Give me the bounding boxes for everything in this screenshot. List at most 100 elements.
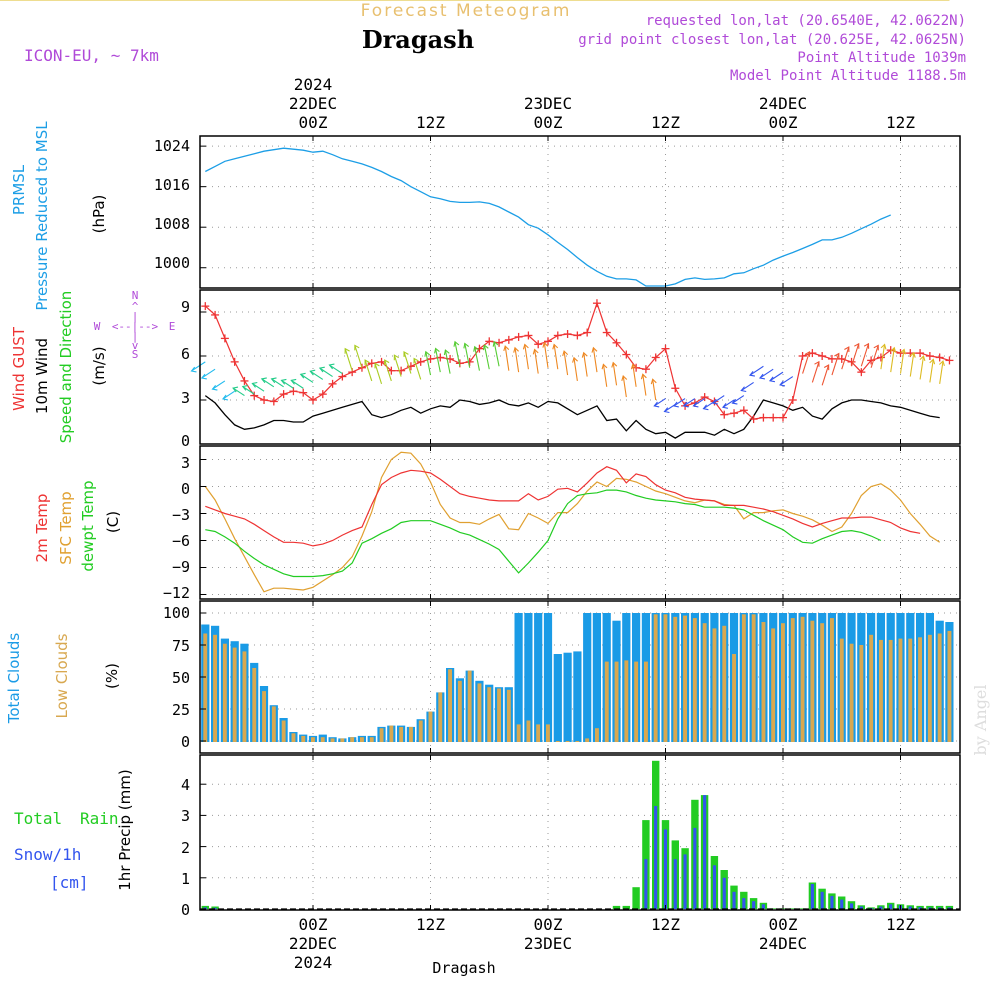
wind-arrow-shaft <box>899 349 905 374</box>
wind-arrow-head <box>552 343 559 350</box>
bottom-time-label: 00Z <box>534 915 563 934</box>
wind-direction-arrow <box>572 356 578 382</box>
wind-direction-arrow <box>374 362 383 385</box>
wind-arrow-head <box>880 343 887 350</box>
wind-direction-arrow <box>939 360 945 384</box>
gust-marker <box>720 410 729 419</box>
low-cloud-bar <box>751 614 756 742</box>
low-cloud-bar <box>663 614 668 742</box>
gust-marker <box>818 352 827 360</box>
wind-tick: 9 <box>181 298 190 316</box>
wind-arrow-head <box>424 350 431 357</box>
compass-north: N <box>132 289 139 302</box>
requested-coords: requested lon,lat (20.6540E, 42.0622N) <box>646 13 966 29</box>
gust-marker <box>416 357 425 366</box>
wind-arrow-shaft <box>464 343 471 368</box>
wind-arrow-shaft <box>890 347 895 373</box>
low-cloud-bar <box>555 741 560 742</box>
low-cloud-bar <box>565 741 570 742</box>
wind-arrow-head <box>863 342 870 349</box>
wind-arrow-shaft <box>693 398 705 407</box>
wind-direction-arrow <box>393 354 402 377</box>
wind-arrow-head <box>482 344 489 351</box>
pressure-unit: (hPa) <box>90 195 108 234</box>
gust-marker <box>779 413 787 422</box>
pressure-tick: 1016 <box>154 176 190 194</box>
snow-bar <box>850 903 854 909</box>
snow-bar <box>213 907 217 909</box>
wind-arrow-shaft <box>493 341 500 367</box>
wind-arrow-head <box>270 377 277 384</box>
low-cloud-bar <box>614 661 619 742</box>
low-cloud-bar <box>477 683 482 742</box>
low-cloud-bar <box>291 733 296 742</box>
compass-south: S <box>132 348 139 361</box>
gust-marker <box>886 346 895 355</box>
snow-bar <box>879 906 883 909</box>
wind-direction-arrow <box>413 357 422 380</box>
precip-tick: 3 <box>181 807 190 825</box>
gust-marker <box>328 379 337 388</box>
precip-tick: 0 <box>181 901 190 919</box>
wind-arrow-head <box>702 404 709 411</box>
snow-bar <box>752 901 756 909</box>
wind-direction-arrow <box>601 363 608 387</box>
wind-arrow-shaft <box>329 364 343 375</box>
snow-bar <box>859 906 863 909</box>
low-cloud-bar <box>761 622 766 742</box>
wind-direction-arrow <box>232 386 245 397</box>
top-time-label: 23DEC <box>524 94 572 113</box>
wind-direction-arrow <box>811 360 820 383</box>
low-cloud-bar <box>859 645 864 742</box>
low-cloud-bar <box>428 711 433 742</box>
wind-arrow-head <box>834 352 840 359</box>
temp-tick: −9 <box>172 558 190 576</box>
wind-arrow-shaft <box>592 347 598 373</box>
gust-marker <box>798 352 807 360</box>
temp-tick: −3 <box>172 506 190 524</box>
snow-bar <box>830 895 834 909</box>
footer-location: Dragash <box>432 959 495 977</box>
snow-bar <box>810 884 814 909</box>
wind-arrow-head <box>890 346 897 353</box>
wind-arrow-shaft <box>821 364 830 386</box>
wind-arrow-head <box>434 347 440 354</box>
temp-tick: 0 <box>181 480 190 498</box>
t2m-line <box>205 466 921 547</box>
wind-arrow-head <box>344 347 350 354</box>
wind-arrow-shaft <box>683 398 696 407</box>
gust-marker <box>426 354 435 363</box>
wind-direction-arrow <box>899 348 906 374</box>
wind-arrow-shaft <box>732 395 745 404</box>
wind-arrow-head <box>393 354 399 361</box>
bottom-time-label: 23DEC <box>524 934 572 953</box>
wind-arrow-shaft <box>309 370 324 380</box>
wind-arrow-shaft <box>870 345 879 368</box>
wind-direction-arrow <box>653 398 666 408</box>
low-cloud-bar <box>575 741 580 742</box>
wind-arrow-shaft <box>354 345 363 368</box>
snow-bar <box>683 854 687 909</box>
wind-arrow-head <box>650 378 657 385</box>
precip-axis-label: 1hr Precip (mm) <box>116 769 134 890</box>
wind-arrow-head <box>621 374 628 381</box>
wind-direction-arrow <box>403 350 412 374</box>
snow-bar <box>654 806 658 909</box>
wind-arrow-head <box>200 373 207 380</box>
low-cloud-bar <box>771 628 776 742</box>
snow-bar <box>938 907 942 909</box>
wind-direction-arrow <box>711 395 725 405</box>
bottom-time-label: 24DEC <box>759 934 807 953</box>
wind-arrow-head <box>453 340 460 347</box>
wind-arrow-shaft <box>444 349 451 374</box>
snow-bar <box>742 898 746 909</box>
wind-direction-arrow <box>260 377 275 388</box>
gust-marker <box>651 353 660 362</box>
wind-direction-arrow <box>552 343 559 370</box>
gust-marker <box>876 353 885 362</box>
wind-direction-arrow <box>222 390 235 401</box>
wind-direction-arrow <box>909 351 916 377</box>
wind-direction-arrow <box>779 376 794 387</box>
gust-marker <box>788 396 797 404</box>
low-cloud-bar <box>222 643 227 742</box>
